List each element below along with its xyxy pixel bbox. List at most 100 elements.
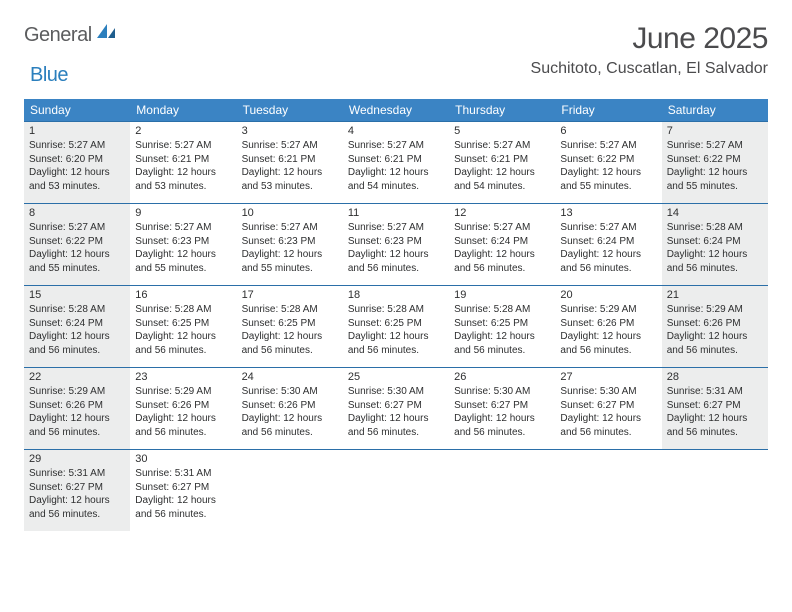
sunrise-line: Sunrise: 5:28 AM bbox=[667, 221, 763, 235]
calendar-cell: 24Sunrise: 5:30 AMSunset: 6:26 PMDayligh… bbox=[237, 367, 343, 449]
day-number: 3 bbox=[242, 125, 338, 137]
day-number: 15 bbox=[29, 289, 125, 301]
daylight-line: Daylight: 12 hours and 56 minutes. bbox=[560, 412, 656, 439]
day-number: 12 bbox=[454, 207, 550, 219]
sunset-line: Sunset: 6:22 PM bbox=[560, 153, 656, 167]
sunset-line: Sunset: 6:21 PM bbox=[454, 153, 550, 167]
sunrise-line: Sunrise: 5:27 AM bbox=[135, 221, 231, 235]
sunrise-line: Sunrise: 5:31 AM bbox=[135, 467, 231, 481]
sunrise-line: Sunrise: 5:27 AM bbox=[29, 221, 125, 235]
calendar-cell: 22Sunrise: 5:29 AMSunset: 6:26 PMDayligh… bbox=[24, 367, 130, 449]
calendar-cell: 14Sunrise: 5:28 AMSunset: 6:24 PMDayligh… bbox=[662, 203, 768, 285]
daylight-line: Daylight: 12 hours and 53 minutes. bbox=[135, 166, 231, 193]
sunrise-line: Sunrise: 5:28 AM bbox=[242, 303, 338, 317]
sunrise-line: Sunrise: 5:28 AM bbox=[135, 303, 231, 317]
sunset-line: Sunset: 6:26 PM bbox=[29, 399, 125, 413]
calendar-cell: 25Sunrise: 5:30 AMSunset: 6:27 PMDayligh… bbox=[343, 367, 449, 449]
day-number: 14 bbox=[667, 207, 763, 219]
daylight-line: Daylight: 12 hours and 56 minutes. bbox=[560, 248, 656, 275]
day-number: 5 bbox=[454, 125, 550, 137]
day-number: 13 bbox=[560, 207, 656, 219]
day-number: 10 bbox=[242, 207, 338, 219]
day-number: 24 bbox=[242, 371, 338, 383]
calendar: SundayMondayTuesdayWednesdayThursdayFrid… bbox=[24, 99, 768, 531]
calendar-cell: 21Sunrise: 5:29 AMSunset: 6:26 PMDayligh… bbox=[662, 285, 768, 367]
day-number: 7 bbox=[667, 125, 763, 137]
sunset-line: Sunset: 6:27 PM bbox=[560, 399, 656, 413]
logo: General bbox=[24, 22, 120, 47]
sunset-line: Sunset: 6:27 PM bbox=[667, 399, 763, 413]
daylight-line: Daylight: 12 hours and 54 minutes. bbox=[454, 166, 550, 193]
sunrise-line: Sunrise: 5:30 AM bbox=[560, 385, 656, 399]
sunset-line: Sunset: 6:27 PM bbox=[454, 399, 550, 413]
weekday-header: Monday bbox=[130, 99, 236, 121]
daylight-line: Daylight: 12 hours and 55 minutes. bbox=[242, 248, 338, 275]
calendar-cell: 20Sunrise: 5:29 AMSunset: 6:26 PMDayligh… bbox=[555, 285, 661, 367]
daylight-line: Daylight: 12 hours and 56 minutes. bbox=[135, 412, 231, 439]
day-number: 18 bbox=[348, 289, 444, 301]
day-number: 22 bbox=[29, 371, 125, 383]
sunset-line: Sunset: 6:26 PM bbox=[667, 317, 763, 331]
calendar-cell: 27Sunrise: 5:30 AMSunset: 6:27 PMDayligh… bbox=[555, 367, 661, 449]
sunset-line: Sunset: 6:25 PM bbox=[135, 317, 231, 331]
daylight-line: Daylight: 12 hours and 56 minutes. bbox=[667, 248, 763, 275]
weekday-header: Saturday bbox=[662, 99, 768, 121]
day-number: 25 bbox=[348, 371, 444, 383]
daylight-line: Daylight: 12 hours and 56 minutes. bbox=[348, 248, 444, 275]
daylight-line: Daylight: 12 hours and 56 minutes. bbox=[29, 330, 125, 357]
sunrise-line: Sunrise: 5:28 AM bbox=[29, 303, 125, 317]
sunset-line: Sunset: 6:21 PM bbox=[242, 153, 338, 167]
sunset-line: Sunset: 6:21 PM bbox=[135, 153, 231, 167]
calendar-header-row: SundayMondayTuesdayWednesdayThursdayFrid… bbox=[24, 99, 768, 121]
sunrise-line: Sunrise: 5:27 AM bbox=[29, 139, 125, 153]
day-number: 6 bbox=[560, 125, 656, 137]
weekday-header: Wednesday bbox=[343, 99, 449, 121]
daylight-line: Daylight: 12 hours and 55 minutes. bbox=[29, 248, 125, 275]
day-number: 28 bbox=[667, 371, 763, 383]
sunset-line: Sunset: 6:27 PM bbox=[29, 481, 125, 495]
daylight-line: Daylight: 12 hours and 56 minutes. bbox=[348, 412, 444, 439]
sunrise-line: Sunrise: 5:27 AM bbox=[348, 221, 444, 235]
day-number: 20 bbox=[560, 289, 656, 301]
day-number: 30 bbox=[135, 453, 231, 465]
sunset-line: Sunset: 6:23 PM bbox=[242, 235, 338, 249]
sunset-line: Sunset: 6:25 PM bbox=[242, 317, 338, 331]
sunset-line: Sunset: 6:26 PM bbox=[242, 399, 338, 413]
sunset-line: Sunset: 6:24 PM bbox=[454, 235, 550, 249]
daylight-line: Daylight: 12 hours and 56 minutes. bbox=[667, 330, 763, 357]
logo-text-general: General bbox=[24, 24, 92, 47]
daylight-line: Daylight: 12 hours and 53 minutes. bbox=[242, 166, 338, 193]
calendar-cell: 8Sunrise: 5:27 AMSunset: 6:22 PMDaylight… bbox=[24, 203, 130, 285]
daylight-line: Daylight: 12 hours and 56 minutes. bbox=[242, 412, 338, 439]
daylight-line: Daylight: 12 hours and 56 minutes. bbox=[348, 330, 444, 357]
day-number: 2 bbox=[135, 125, 231, 137]
day-number: 1 bbox=[29, 125, 125, 137]
daylight-line: Daylight: 12 hours and 55 minutes. bbox=[135, 248, 231, 275]
calendar-cell: 11Sunrise: 5:27 AMSunset: 6:23 PMDayligh… bbox=[343, 203, 449, 285]
daylight-line: Daylight: 12 hours and 55 minutes. bbox=[560, 166, 656, 193]
sunset-line: Sunset: 6:22 PM bbox=[667, 153, 763, 167]
calendar-empty-cell bbox=[237, 449, 343, 531]
day-number: 26 bbox=[454, 371, 550, 383]
weekday-header: Tuesday bbox=[237, 99, 343, 121]
day-number: 21 bbox=[667, 289, 763, 301]
title-block: June 2025 Suchitoto, Cuscatlan, El Salva… bbox=[531, 22, 768, 78]
sunrise-line: Sunrise: 5:27 AM bbox=[454, 139, 550, 153]
calendar-cell: 17Sunrise: 5:28 AMSunset: 6:25 PMDayligh… bbox=[237, 285, 343, 367]
daylight-line: Daylight: 12 hours and 56 minutes. bbox=[667, 412, 763, 439]
calendar-cell: 2Sunrise: 5:27 AMSunset: 6:21 PMDaylight… bbox=[130, 121, 236, 203]
weekday-header: Friday bbox=[555, 99, 661, 121]
sunrise-line: Sunrise: 5:27 AM bbox=[454, 221, 550, 235]
calendar-cell: 29Sunrise: 5:31 AMSunset: 6:27 PMDayligh… bbox=[24, 449, 130, 531]
daylight-line: Daylight: 12 hours and 56 minutes. bbox=[29, 494, 125, 521]
calendar-cell: 16Sunrise: 5:28 AMSunset: 6:25 PMDayligh… bbox=[130, 285, 236, 367]
calendar-cell: 15Sunrise: 5:28 AMSunset: 6:24 PMDayligh… bbox=[24, 285, 130, 367]
sunrise-line: Sunrise: 5:29 AM bbox=[135, 385, 231, 399]
sunset-line: Sunset: 6:26 PM bbox=[560, 317, 656, 331]
daylight-line: Daylight: 12 hours and 56 minutes. bbox=[454, 412, 550, 439]
sunset-line: Sunset: 6:20 PM bbox=[29, 153, 125, 167]
calendar-cell: 18Sunrise: 5:28 AMSunset: 6:25 PMDayligh… bbox=[343, 285, 449, 367]
calendar-cell: 13Sunrise: 5:27 AMSunset: 6:24 PMDayligh… bbox=[555, 203, 661, 285]
sunrise-line: Sunrise: 5:28 AM bbox=[454, 303, 550, 317]
calendar-cell: 30Sunrise: 5:31 AMSunset: 6:27 PMDayligh… bbox=[130, 449, 236, 531]
